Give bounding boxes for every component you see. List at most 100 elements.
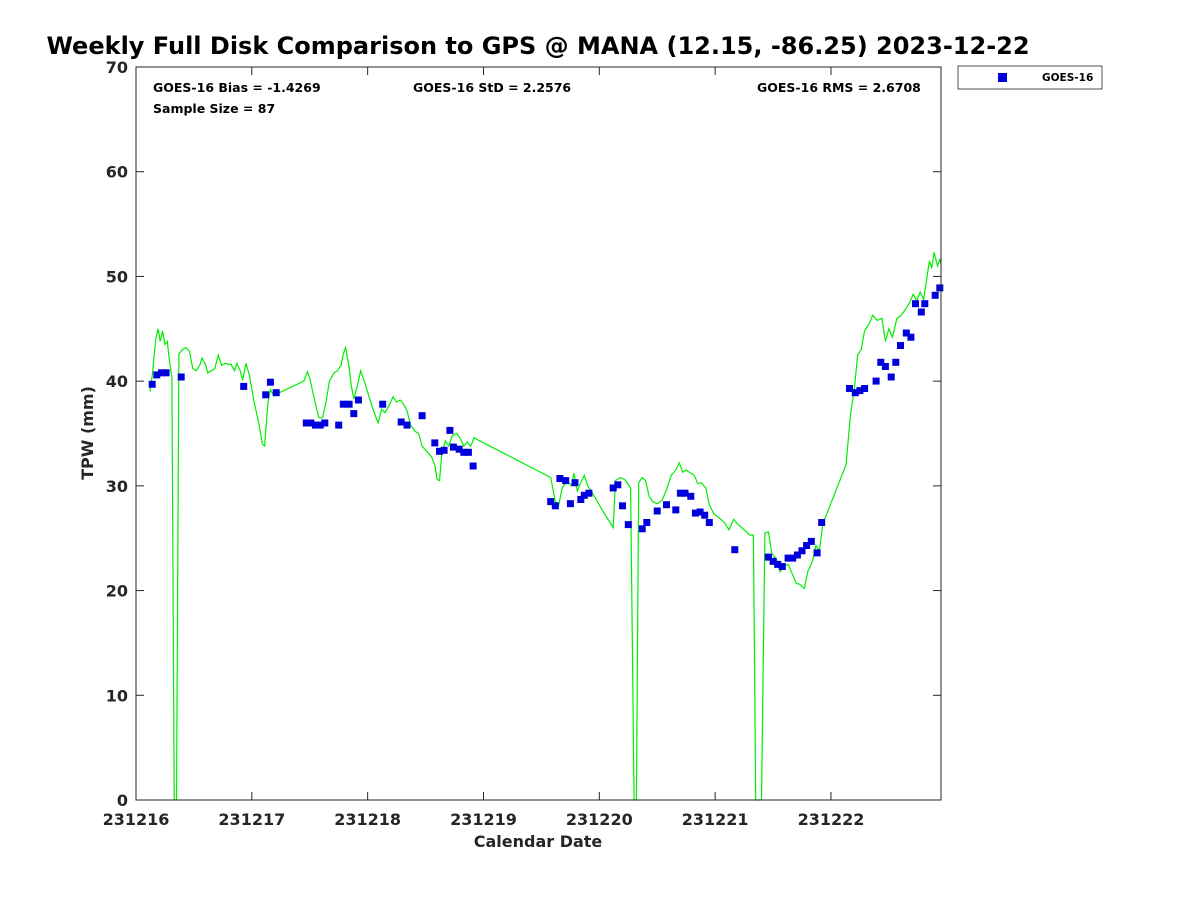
- data-point: [562, 477, 570, 485]
- data-point: [892, 358, 900, 366]
- rms-stat: GOES-16 RMS = 2.6708: [757, 80, 921, 95]
- y-axis: 0 10 20 30 40 50 60 70: [106, 58, 941, 810]
- data-point: [436, 447, 443, 455]
- data-point: [614, 481, 622, 489]
- data-point: [345, 400, 353, 408]
- y-tick-label: 0: [117, 791, 128, 810]
- x-tick-label: 231218: [334, 810, 401, 829]
- x-tick-label: 231217: [218, 810, 285, 829]
- data-point: [803, 542, 811, 549]
- data-point: [793, 551, 801, 559]
- data-point: [687, 492, 695, 500]
- legend: GOES-16: [957, 65, 1103, 90]
- data-point: [177, 373, 185, 381]
- data-point: [705, 519, 713, 526]
- data-point: [158, 369, 165, 377]
- data-point: [861, 385, 869, 392]
- data-point: [789, 554, 797, 562]
- data-point: [449, 443, 457, 451]
- y-tick-label: 50: [106, 267, 128, 286]
- data-point: [556, 475, 564, 482]
- data-point: [851, 389, 859, 397]
- data-point: [818, 519, 826, 526]
- data-point: [162, 369, 170, 377]
- legend-label: GOES-16: [1042, 72, 1093, 84]
- data-point: [469, 462, 477, 470]
- data-point: [266, 378, 274, 386]
- data-point: [643, 519, 651, 526]
- data-point: [701, 511, 709, 519]
- data-point: [769, 557, 777, 565]
- data-point: [307, 419, 315, 427]
- x-tick-label: 231216: [103, 810, 170, 829]
- data-point: [881, 363, 889, 370]
- data-point: [585, 489, 593, 497]
- x-axis-label: Calendar Date: [474, 832, 603, 851]
- y-tick-label: 30: [106, 477, 128, 496]
- data-point: [302, 419, 310, 427]
- data-point: [609, 484, 617, 492]
- data-point: [272, 389, 280, 397]
- data-point: [397, 418, 405, 426]
- data-point: [350, 410, 358, 418]
- chart-title: Weekly Full Disk Comparison to GPS @ MAN…: [46, 32, 1029, 60]
- data-point: [912, 300, 919, 308]
- data-point: [335, 421, 343, 429]
- data-point: [619, 502, 626, 510]
- data-point: [638, 525, 646, 533]
- y-tick-label: 20: [106, 582, 128, 601]
- legend-marker: [998, 73, 1007, 82]
- x-tick-label: 231221: [682, 810, 749, 829]
- y-tick-label: 40: [106, 372, 128, 391]
- data-point: [262, 391, 270, 399]
- data-point: [696, 508, 704, 516]
- y-tick-label: 70: [106, 58, 128, 77]
- data-point: [403, 421, 411, 429]
- data-point: [731, 546, 739, 554]
- data-point: [653, 507, 661, 515]
- data-point: [764, 553, 772, 561]
- data-point: [316, 421, 324, 429]
- data-point: [676, 489, 684, 497]
- data-point: [887, 373, 895, 381]
- data-point: [774, 560, 782, 568]
- data-point: [931, 291, 939, 299]
- data-point: [440, 446, 448, 454]
- data-point: [312, 421, 319, 429]
- data-point: [379, 400, 387, 408]
- data-point: [672, 506, 680, 514]
- data-point: [153, 371, 161, 379]
- data-point: [813, 549, 821, 557]
- data-point: [846, 385, 853, 392]
- data-point: [339, 400, 347, 408]
- y-tick-label: 10: [106, 686, 128, 705]
- data-point: [321, 419, 329, 427]
- data-point: [624, 521, 632, 529]
- data-point: [148, 380, 156, 388]
- data-point: [418, 412, 426, 420]
- plot-frame: [135, 66, 942, 801]
- data-point: [877, 358, 885, 366]
- bias-stat: GOES-16 Bias = -1.4269: [153, 80, 321, 95]
- x-tick-label: 231220: [566, 810, 633, 829]
- data-point: [778, 563, 786, 570]
- data-point: [547, 498, 555, 506]
- data-point: [917, 308, 925, 316]
- data-point: [464, 448, 472, 456]
- y-axis-label: TPW (mm): [78, 386, 97, 480]
- data-point: [897, 342, 904, 349]
- data-point: [902, 329, 910, 337]
- data-point: [571, 479, 579, 487]
- data-point: [240, 382, 248, 390]
- data-point: [551, 502, 559, 510]
- data-point: [566, 500, 574, 508]
- data-point: [807, 537, 815, 545]
- data-point: [872, 377, 880, 385]
- x-tick-label: 231222: [798, 810, 865, 829]
- data-point: [663, 501, 670, 509]
- data-point: [354, 396, 362, 404]
- legend-box: [957, 65, 1103, 90]
- x-axis: 231216 231217 231218 231219 231220 231221 2312…: [103, 67, 865, 829]
- std-stat: GOES-16 StD = 2.2576: [413, 80, 571, 95]
